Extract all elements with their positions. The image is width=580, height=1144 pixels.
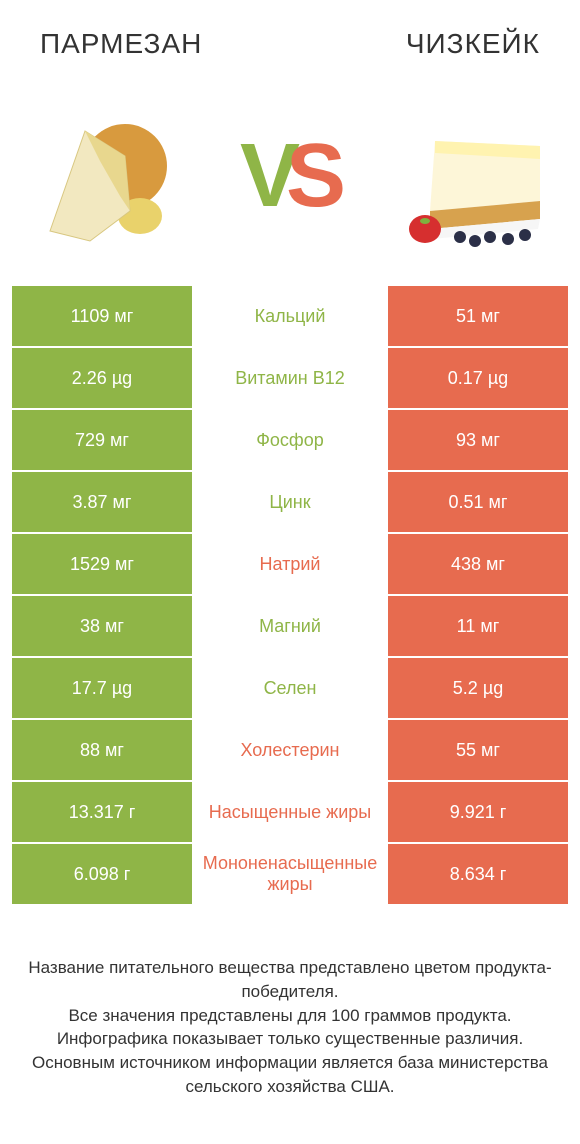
value-left: 2.26 µg [12, 348, 192, 408]
nutrient-label: Фосфор [192, 410, 388, 470]
table-row: 3.87 мгЦинк0.51 мг [12, 472, 568, 532]
nutrient-label: Селен [192, 658, 388, 718]
footer-line: Все значения представлены для 100 граммо… [24, 1004, 556, 1028]
value-right: 0.17 µg [388, 348, 568, 408]
table-row: 2.26 µgВитамин B120.17 µg [12, 348, 568, 408]
table-row: 38 мгМагний11 мг [12, 596, 568, 656]
comparison-table: 1109 мгКальций51 мг2.26 µgВитамин B120.1… [0, 286, 580, 904]
header: ПАРМЕЗАН ЧИЗКЕЙК [0, 0, 580, 76]
table-row: 1109 мгКальций51 мг [12, 286, 568, 346]
value-left: 3.87 мг [12, 472, 192, 532]
value-left: 13.317 г [12, 782, 192, 842]
nutrient-label: Насыщенные жиры [192, 782, 388, 842]
value-left: 1529 мг [12, 534, 192, 594]
value-right: 51 мг [388, 286, 568, 346]
title-left: ПАРМЕЗАН [40, 28, 202, 60]
value-left: 6.098 г [12, 844, 192, 904]
vs-label: V S [236, 131, 344, 221]
nutrient-label: Холестерин [192, 720, 388, 780]
hero-row: V S [0, 76, 580, 286]
value-left: 1109 мг [12, 286, 192, 346]
value-right: 0.51 мг [388, 472, 568, 532]
value-right: 55 мг [388, 720, 568, 780]
footer-line: Инфографика показывает только существенн… [24, 1027, 556, 1051]
value-left: 38 мг [12, 596, 192, 656]
nutrient-label: Натрий [192, 534, 388, 594]
nutrient-label: Витамин B12 [192, 348, 388, 408]
nutrient-label: Кальций [192, 286, 388, 346]
value-right: 93 мг [388, 410, 568, 470]
value-left: 17.7 µg [12, 658, 192, 718]
footer-note: Название питательного вещества представл… [0, 906, 580, 1099]
value-right: 9.921 г [388, 782, 568, 842]
table-row: 729 мгФосфор93 мг [12, 410, 568, 470]
value-right: 438 мг [388, 534, 568, 594]
table-row: 88 мгХолестерин55 мг [12, 720, 568, 780]
vs-s: S [286, 131, 340, 221]
food-right-image [390, 101, 550, 251]
title-right: ЧИЗКЕЙК [406, 28, 540, 60]
nutrient-label: Магний [192, 596, 388, 656]
value-right: 5.2 µg [388, 658, 568, 718]
table-row: 17.7 µgСелен5.2 µg [12, 658, 568, 718]
footer-line: Основным источником информации является … [24, 1051, 556, 1099]
value-right: 8.634 г [388, 844, 568, 904]
table-row: 6.098 гМононенасыщенные жиры8.634 г [12, 844, 568, 904]
footer-line: Название питательного вещества представл… [24, 956, 556, 1004]
table-row: 1529 мгНатрий438 мг [12, 534, 568, 594]
table-row: 13.317 гНасыщенные жиры9.921 г [12, 782, 568, 842]
nutrient-label: Цинк [192, 472, 388, 532]
nutrient-label: Мононенасыщенные жиры [192, 844, 388, 904]
food-left-image [30, 101, 190, 251]
value-left: 88 мг [12, 720, 192, 780]
value-left: 729 мг [12, 410, 192, 470]
value-right: 11 мг [388, 596, 568, 656]
